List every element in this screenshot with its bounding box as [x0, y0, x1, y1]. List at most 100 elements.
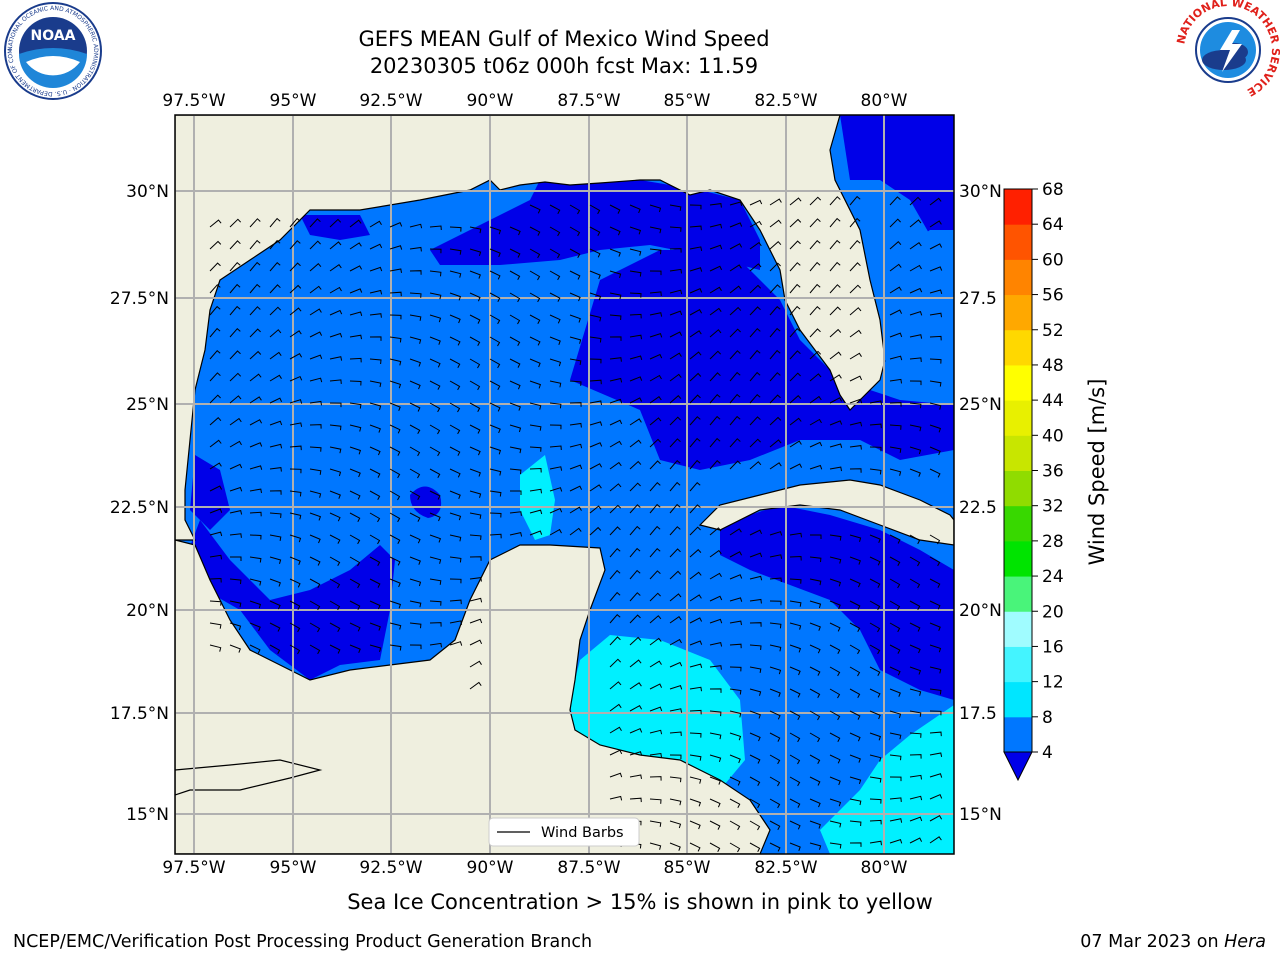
wind-barb [529, 270, 541, 281]
wind-barb [629, 418, 642, 426]
wind-barb [589, 400, 602, 406]
wind-barb [929, 312, 942, 318]
colorbar-tick-label: 8 [1042, 708, 1053, 728]
wind-barb [649, 776, 662, 781]
colorbar-cell [1004, 189, 1032, 225]
wind-barb [829, 578, 842, 587]
colorbar-cell [1004, 611, 1032, 647]
wind-barb [689, 709, 702, 715]
wind-barb [609, 314, 622, 321]
wind-barb [649, 417, 662, 426]
wind-barb [829, 328, 842, 338]
wind-barb [549, 358, 562, 367]
wind-barb [329, 578, 341, 589]
wind-barb [629, 547, 641, 558]
wind-barb [749, 622, 762, 627]
wind-barb [449, 620, 463, 625]
wind-barb [309, 285, 322, 294]
wind-barb [609, 204, 621, 214]
wind-barb [749, 438, 761, 448]
wind-barb [709, 776, 721, 785]
wind-barb [889, 710, 902, 719]
wind-barb [629, 355, 643, 361]
wind-barb [829, 397, 843, 404]
wind-barb [549, 507, 563, 514]
wind-barb [649, 637, 662, 646]
wind-barb [929, 380, 942, 387]
wind-barb [889, 534, 901, 544]
wind-barb [649, 374, 662, 382]
wind-barb [409, 512, 421, 522]
wind-barb [289, 622, 301, 633]
wind-barb [789, 688, 801, 698]
wind-barb [849, 842, 862, 847]
wind-barb [389, 336, 402, 343]
wind-barb [689, 571, 702, 580]
wind-barb [729, 438, 741, 448]
wind-barb [789, 240, 801, 250]
wind-barb [829, 622, 841, 632]
wind-barb [309, 400, 322, 406]
wind-barb [709, 798, 721, 808]
wind-barb [529, 467, 542, 473]
wind-barb [849, 534, 862, 542]
wind-barb [809, 666, 821, 676]
wind-barb [689, 309, 703, 316]
wind-barb [489, 446, 502, 455]
wind-barb [489, 490, 502, 497]
wind-barb [749, 199, 763, 206]
wind-barb [669, 226, 682, 232]
wind-barb [269, 397, 283, 404]
wind-barb [869, 622, 881, 633]
wind-barb [689, 640, 703, 646]
wind-barb [689, 686, 702, 692]
wind-barb [609, 569, 621, 580]
wind-barb [389, 534, 401, 544]
wind-barb [609, 270, 622, 279]
svg-text:27.5: 27.5 [959, 289, 997, 309]
wind-barb [749, 306, 761, 316]
colorbar-cell [1004, 259, 1032, 296]
wind-barb [709, 527, 722, 536]
wind-barb [909, 402, 922, 409]
wind-barb [349, 288, 363, 294]
wind-barb [689, 225, 702, 231]
wind-barb [669, 776, 682, 783]
wind-barb [849, 578, 861, 588]
wind-barb [529, 488, 542, 494]
wind-barb [569, 248, 581, 259]
wind-barb [689, 663, 703, 669]
wind-barb [389, 446, 401, 456]
wind-barb [749, 461, 762, 470]
wind-barb [649, 842, 662, 850]
wind-barb [609, 336, 622, 341]
wind-barb [449, 380, 461, 391]
wind-barb [349, 644, 361, 653]
wind-barb [449, 446, 461, 456]
wind-barb [249, 306, 261, 316]
svg-text:17.5°N: 17.5°N [110, 704, 169, 724]
wind-barb [749, 754, 761, 764]
wind-barb [349, 534, 361, 545]
wind-barb [389, 644, 402, 651]
wind-barb [229, 463, 243, 470]
wind-barb [409, 556, 421, 565]
credit-text: NCEP/EMC/Verification Post Processing Pr… [13, 932, 593, 952]
wind-barb [609, 726, 622, 734]
wind-barb [909, 287, 923, 294]
wind-barb [889, 644, 901, 654]
wind-barb [849, 688, 861, 699]
wind-barb [849, 398, 863, 404]
wind-barb [369, 600, 381, 610]
wind-barb [349, 357, 362, 363]
wind-barb [549, 270, 561, 281]
wind-barb [669, 570, 682, 580]
wind-barb [869, 666, 881, 676]
wind-barb [609, 749, 623, 756]
wind-barb [769, 776, 781, 787]
wind-barb [609, 398, 623, 404]
wind-barb [389, 358, 402, 366]
wind-barb [569, 358, 582, 365]
wind-barb [649, 592, 661, 602]
wind-barb [649, 683, 663, 690]
